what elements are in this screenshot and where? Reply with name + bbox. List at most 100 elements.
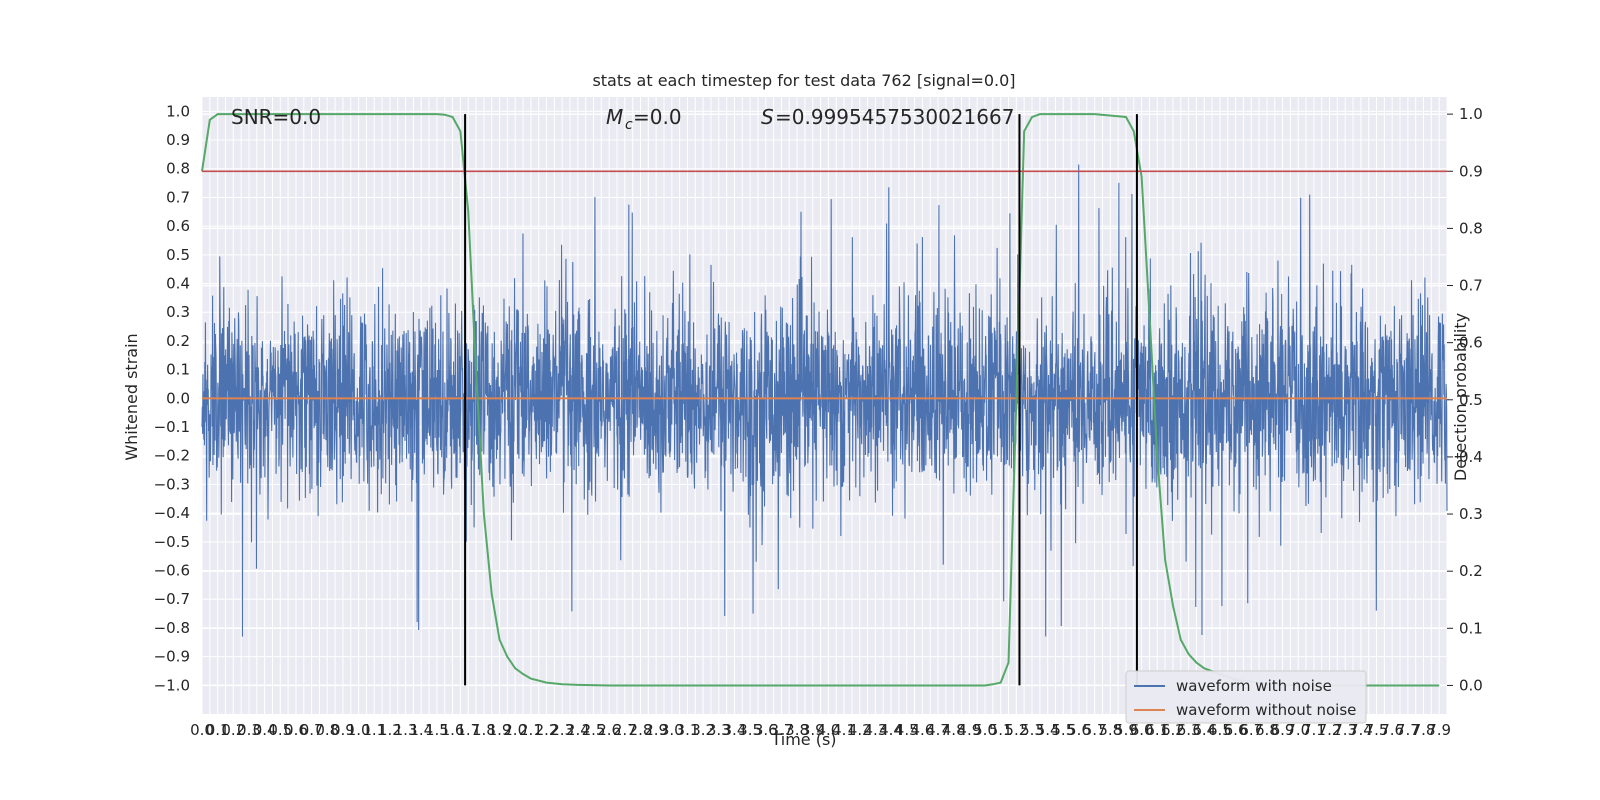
x-tick-label: 7.2 (1318, 721, 1342, 739)
y-tick-label-right: 0.7 (1459, 277, 1483, 295)
y-tick-label-left: −0.7 (154, 590, 190, 608)
x-tick-label: 5.4 (1036, 721, 1060, 739)
chart-title: stats at each timestep for test data 762… (592, 71, 1015, 90)
x-tick-label: 1.5 (425, 721, 449, 739)
x-tick-label: 3.5 (738, 721, 762, 739)
y-tick-label-left: −0.5 (154, 533, 190, 551)
x-tick-label: 6.5 (1208, 721, 1232, 739)
x-tick-label: 4.4 (879, 721, 903, 739)
x-tick-label: 0.8 (315, 721, 339, 739)
x-tick-label: 7.6 (1380, 721, 1404, 739)
x-tick-label: 2.3 (550, 721, 574, 739)
x-tick-label: 2.4 (566, 721, 590, 739)
y-tick-label-right: 1.0 (1459, 105, 1483, 123)
x-tick-label: 7.5 (1365, 721, 1389, 739)
x-tick-label: 7.1 (1302, 721, 1326, 739)
x-tick-label: 3.9 (801, 721, 825, 739)
y-tick-label-left: −0.6 (154, 562, 190, 580)
x-tick-label: 1.8 (472, 721, 496, 739)
x-tick-label: 2.8 (629, 721, 653, 739)
x-tick-label: 1.9 (488, 721, 512, 739)
y-tick-label-right: 0.5 (1459, 391, 1483, 409)
x-tick-label: 5.9 (1114, 721, 1138, 739)
x-tick-label: 0.9 (331, 721, 355, 739)
x-tick-label: 0.6 (284, 721, 308, 739)
x-tick-label: 3.3 (707, 721, 731, 739)
y-tick-label-left: 0.8 (166, 160, 190, 178)
y-tick-label-left: 0.2 (166, 332, 190, 350)
x-tick-label: 2.7 (613, 721, 637, 739)
x-tick-label: 0.7 (300, 721, 324, 739)
y-tick-label-left: −0.9 (154, 648, 190, 666)
x-tick-label: 3.2 (691, 721, 715, 739)
x-tick-label: 0.1 (206, 721, 230, 739)
y-tick-label-right: 0.4 (1459, 448, 1483, 466)
legend-box (1125, 670, 1367, 724)
x-tick-label: 3.7 (770, 721, 794, 739)
svg-text:M: M (606, 105, 623, 129)
x-tick-label: 6.3 (1177, 721, 1201, 739)
y-tick-label-right: 0.9 (1459, 162, 1483, 180)
x-tick-label: 1.7 (456, 721, 480, 739)
x-tick-label: 1.3 (394, 721, 418, 739)
y-axis-label-left: Whitened strain (122, 333, 141, 460)
y-tick-label-right: 0.1 (1459, 619, 1483, 637)
x-tick-label: 7.9 (1427, 721, 1451, 739)
x-tick-label: 5.7 (1083, 721, 1107, 739)
x-tick-label: 4.3 (863, 721, 887, 739)
x-tick-label: 3.4 (723, 721, 747, 739)
x-tick-label: 6.9 (1271, 721, 1295, 739)
x-axis-label: Time (s) (770, 730, 836, 749)
x-tick-label: 3.6 (754, 721, 778, 739)
y-tick-label-left: −0.8 (154, 619, 190, 637)
x-tick-label: 6.6 (1224, 721, 1248, 739)
y-tick-label-left: 0.7 (166, 188, 190, 206)
detection-probability-series (201, 113, 1440, 687)
chirp-mass-annotation: M c =0.0 (606, 105, 682, 133)
score-value: =0.9995457530021667 (775, 105, 1014, 129)
svg-text:S: S (761, 105, 774, 129)
svg-text:c: c (625, 117, 633, 133)
y-tick-label-right: 0.3 (1459, 505, 1483, 523)
x-tick-label: 4.9 (957, 721, 981, 739)
x-tick-label: 7.3 (1333, 721, 1357, 739)
x-tick-label: 1.0 (347, 721, 371, 739)
x-tick-label: 6.1 (1145, 721, 1169, 739)
y-tick-label-left: 0.3 (166, 303, 190, 321)
x-tick-label: 1.1 (362, 721, 386, 739)
x-tick-label: 3.1 (676, 721, 700, 739)
y-tick-label-left: 0.9 (166, 131, 190, 149)
detection-probability-line (201, 113, 1440, 687)
x-tick-label: 1.6 (441, 721, 465, 739)
x-tick-labels: 0.00.10.20.30.40.50.60.70.80.91.01.11.21… (190, 721, 1451, 739)
y-tick-label-right: 0.0 (1459, 676, 1483, 694)
x-tick-label: 5.0 (973, 721, 997, 739)
x-tick-label: 6.7 (1239, 721, 1263, 739)
y-axis-label-right: Detection probability (1451, 313, 1470, 481)
x-tick-label: 2.9 (644, 721, 668, 739)
x-tick-label: 2.0 (503, 721, 527, 739)
x-tick-label: 5.3 (1020, 721, 1044, 739)
x-tick-label: 6.8 (1255, 721, 1279, 739)
x-tick-label: 6.0 (1130, 721, 1154, 739)
x-tick-label: 5.8 (1098, 721, 1122, 739)
x-tick-label: 2.6 (597, 721, 621, 739)
x-tick-label: 5.5 (1051, 721, 1075, 739)
x-tick-label: 0.2 (221, 721, 245, 739)
y-tick-label-right: 0.6 (1459, 334, 1483, 352)
legend-label-clean: waveform without noise (1176, 701, 1356, 719)
x-tick-label: 1.4 (409, 721, 433, 739)
legend-label-noise: waveform with noise (1176, 677, 1332, 695)
x-tick-label: 4.1 (832, 721, 856, 739)
x-tick-label: 7.8 (1412, 721, 1436, 739)
x-tick-label: 5.1 (989, 721, 1013, 739)
x-tick-label: 7.0 (1286, 721, 1310, 739)
x-tick-label: 4.5 (895, 721, 919, 739)
x-tick-label: 7.4 (1349, 721, 1373, 739)
chirp-mass-value: =0.0 (633, 105, 682, 129)
y-tick-labels-left: 1.0 0.9 0.8 0.7 0.6 0.5 0.4 0.3 0.2 0.1 0.0 −0.1 −0.… (154, 102, 190, 694)
legend: waveform with noise waveform without noi… (1125, 670, 1367, 724)
y-tick-label-left: −0.4 (154, 504, 190, 522)
vertical-markers (464, 114, 1138, 686)
